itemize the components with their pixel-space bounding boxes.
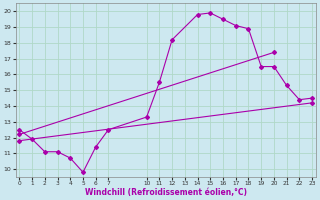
X-axis label: Windchill (Refroidissement éolien,°C): Windchill (Refroidissement éolien,°C) <box>85 188 247 197</box>
